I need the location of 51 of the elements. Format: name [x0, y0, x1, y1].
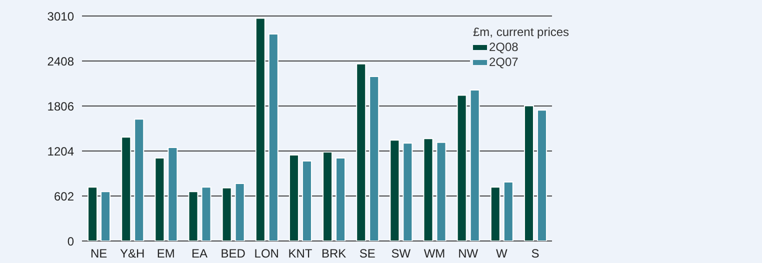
x-tick-label: EA [191, 246, 208, 261]
bar [201, 186, 212, 241]
x-tick-label: KNT [288, 246, 313, 261]
x-tick-label: NE [90, 246, 108, 261]
x-tick-label: EM [156, 246, 175, 261]
x-tick-label: SE [359, 246, 376, 261]
bar [423, 138, 434, 241]
bar [168, 147, 178, 241]
x-tick-label: S [531, 246, 540, 261]
legend-label: 2Q08 [489, 40, 518, 55]
y-tick-label: 1806 [47, 99, 74, 114]
bar [268, 33, 278, 241]
bar [222, 187, 232, 241]
bar [234, 182, 245, 241]
x-tick-label: W [496, 246, 508, 261]
bar [356, 63, 366, 241]
bar [436, 142, 446, 241]
bar [88, 186, 98, 241]
bar [336, 158, 346, 241]
bar [402, 142, 413, 241]
bar [302, 160, 312, 241]
y-tick-label: 3010 [47, 9, 74, 24]
bar [503, 181, 514, 241]
y-tick-label: 1204 [47, 144, 74, 158]
bar [369, 76, 380, 241]
legend-label: 2Q07 [489, 55, 518, 70]
bar [536, 110, 547, 241]
bar [524, 105, 534, 241]
x-tick-label: WM [424, 246, 446, 261]
bar [490, 186, 500, 241]
x-tick-label: SW [391, 246, 412, 261]
bar [322, 152, 333, 241]
y-tick-label: 602 [54, 189, 74, 204]
bar [100, 191, 111, 241]
x-tick-label: BED [220, 246, 246, 261]
x-tick-label: BRK [321, 246, 346, 261]
bar [390, 140, 400, 241]
legend-title: £m, current prices [473, 25, 570, 40]
y-tick-label: 0 [67, 234, 74, 248]
bar [288, 154, 299, 241]
bar [154, 158, 165, 241]
bar [134, 118, 144, 241]
x-tick-label: Y&H [120, 246, 145, 261]
bar [456, 94, 467, 241]
y-tick-label: 2408 [47, 54, 74, 68]
x-tick-label: NW [458, 246, 479, 261]
x-tick-label: LON [254, 246, 279, 261]
bar [121, 136, 132, 241]
bar [188, 191, 198, 241]
bar [470, 90, 480, 241]
bar [255, 18, 266, 241]
